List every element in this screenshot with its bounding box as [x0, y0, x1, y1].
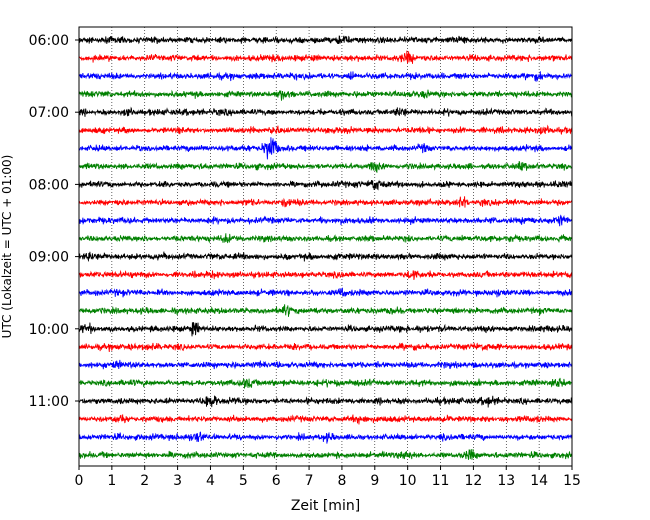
trace-0600 [78, 35, 573, 45]
trace-0915 [78, 269, 573, 280]
x-tick-label: 11 [432, 473, 450, 489]
trace-0700 [78, 106, 573, 117]
trace-0630 [78, 71, 573, 82]
x-tick-label: 15 [563, 473, 581, 489]
trace-0645 [78, 89, 573, 101]
x-tick-label: 6 [272, 473, 281, 489]
trace-0830 [78, 214, 573, 227]
y-tick-label: 07:00 [29, 105, 69, 121]
x-tick-label: 5 [239, 473, 248, 489]
x-tick-label: 9 [370, 473, 379, 489]
trace-1000 [78, 322, 573, 337]
trace-0930 [78, 287, 573, 298]
trace-1030 [78, 359, 573, 370]
x-tick-label: 7 [305, 473, 314, 489]
trace-1100 [78, 395, 573, 408]
x-tick-label: 12 [464, 473, 482, 489]
y-axis-label: UTC (Lokalzeit = UTC + 01:00) [0, 155, 14, 339]
x-axis-label: Zeit [min] [291, 498, 360, 514]
y-tick-label: 10:00 [29, 322, 69, 338]
x-axis-ticks: 0 1 2 3 4 5 6 7 8 9 10 11 12 13 14 15 [75, 466, 581, 489]
trace-1130 [78, 431, 573, 444]
y-axis-ticks: 06:00 07:00 08:00 09:00 10:00 11:00 [29, 33, 79, 410]
trace-0730 [78, 137, 573, 160]
trace-0715 [78, 124, 573, 135]
y-tick-label: 08:00 [29, 177, 69, 193]
x-tick-label: 3 [173, 473, 182, 489]
trace-1015 [78, 342, 573, 352]
grid-lines [111, 27, 540, 466]
x-tick-label: 13 [497, 473, 515, 489]
trace-0945 [78, 304, 573, 317]
x-tick-label: 2 [140, 473, 149, 489]
x-tick-label: 0 [75, 473, 84, 489]
trace-0900 [78, 251, 573, 263]
trace-0615 [78, 50, 573, 64]
trace-1045 [78, 377, 573, 389]
x-tick-label: 10 [399, 473, 417, 489]
plot-frame [78, 26, 573, 467]
y-tick-label: 09:00 [29, 250, 69, 266]
x-tick-label: 14 [530, 473, 548, 489]
x-tick-label: 1 [107, 473, 116, 489]
x-tick-label: 4 [206, 473, 215, 489]
trace-0800 [78, 179, 573, 191]
trace-0845 [78, 233, 573, 244]
seismic-traces [78, 35, 573, 460]
trace-1115 [78, 414, 573, 425]
x-tick-label: 8 [337, 473, 346, 489]
y-tick-label: 11:00 [29, 394, 69, 410]
trace-1145 [78, 449, 573, 460]
trace-0815 [78, 196, 573, 208]
trace-0745 [78, 161, 573, 174]
y-tick-label: 06:00 [29, 33, 69, 49]
